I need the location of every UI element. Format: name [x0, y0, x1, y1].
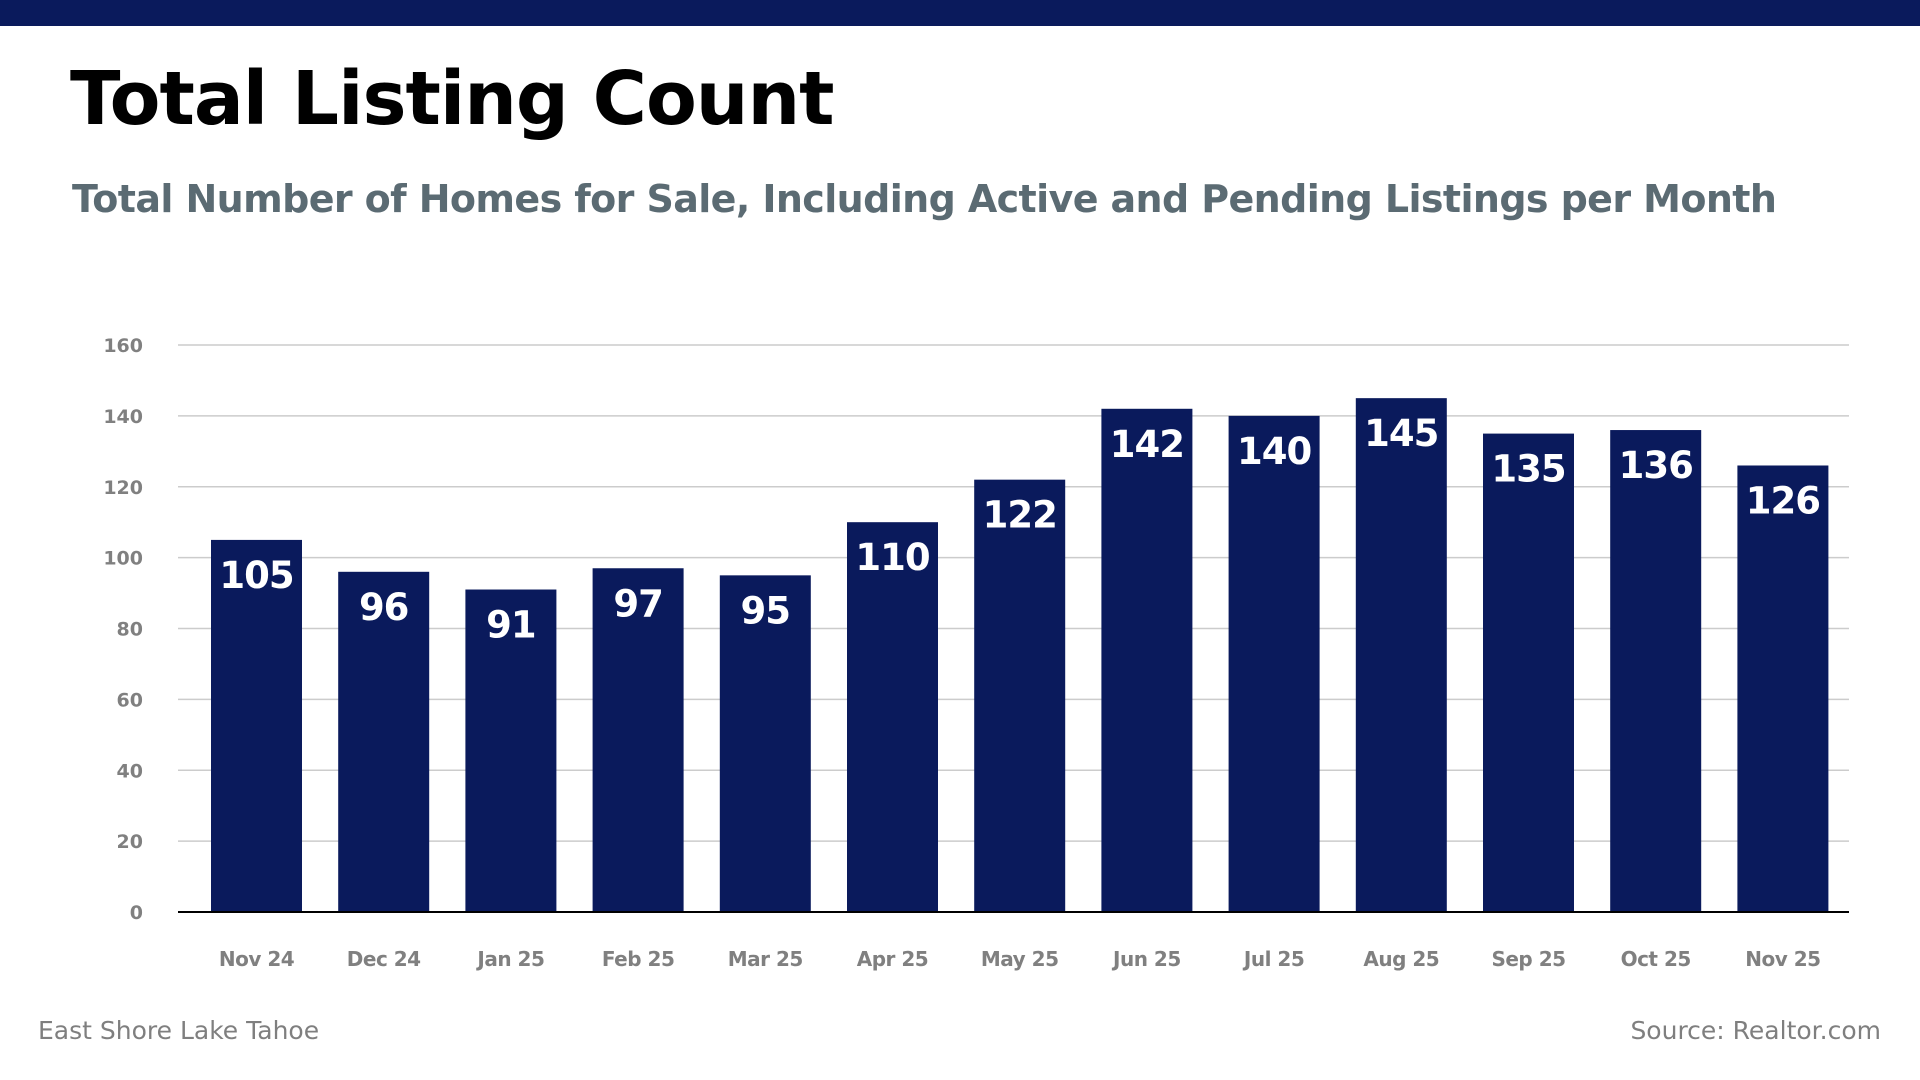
chart-title: Total Listing Count [70, 56, 835, 142]
bar [1355, 398, 1447, 912]
x-tick-label: Nov 24 [219, 947, 294, 971]
bar [1228, 415, 1320, 912]
x-tick-label: Feb 25 [602, 947, 675, 971]
x-axis-ticks: Nov 24 Dec 24 Jan 25 Feb 25 Mar 25 Apr 25 May … [219, 947, 1821, 971]
x-tick-label: Mar 25 [728, 947, 803, 971]
x-tick-label: Aug 25 [1363, 947, 1439, 971]
bars [211, 398, 1829, 912]
bar [1610, 430, 1702, 912]
x-tick-label: May 25 [981, 947, 1059, 971]
top-brand-band [0, 0, 1920, 26]
y-tick-label: 0 [130, 902, 143, 924]
bar [338, 571, 430, 912]
footer-region-label: East Shore Lake Tahoe [38, 1016, 320, 1045]
x-tick-label: Jun 25 [1111, 947, 1181, 971]
bar [974, 479, 1066, 912]
y-tick-label: 140 [103, 406, 143, 428]
bar [847, 522, 938, 912]
y-tick-label: 40 [117, 760, 143, 782]
bar-value-label: 140 [1237, 430, 1311, 473]
x-tick-label: Apr 25 [857, 947, 928, 971]
x-tick-label: Oct 25 [1621, 947, 1691, 971]
chart-subtitle: Total Number of Homes for Sale, Includin… [72, 177, 1777, 221]
x-tick-label: Dec 24 [347, 947, 421, 971]
bar [592, 568, 684, 912]
bar-value-label: 105 [219, 554, 293, 597]
x-tick-label: Jul 25 [1242, 947, 1304, 971]
bar-value-label: 110 [855, 536, 929, 579]
y-tick-label: 60 [117, 689, 143, 711]
y-tick-label: 100 [103, 548, 143, 570]
y-tick-label: 80 [117, 619, 143, 641]
data-labels: 105 96 91 97 95 110 122 142 140 145 135 136 126 [219, 412, 1821, 647]
x-tick-label: Jan 25 [475, 947, 544, 971]
bar-value-label: 96 [359, 586, 409, 629]
bar-value-label: 142 [1110, 423, 1184, 466]
bar-value-label: 91 [486, 604, 536, 647]
bar-value-label: 126 [1746, 479, 1820, 522]
bar [1483, 433, 1574, 912]
bar [719, 575, 811, 912]
footer-source-label: Source: Realtor.com [1630, 1016, 1881, 1045]
bar [1101, 408, 1193, 912]
bar-value-label: 95 [741, 589, 791, 632]
x-tick-label: Nov 25 [1745, 947, 1820, 971]
bar-value-label: 97 [613, 582, 663, 625]
y-axis-ticks: 0 20 40 60 80 100 120 140 160 [103, 335, 143, 924]
bar-value-label: 145 [1364, 412, 1438, 455]
bar-value-label: 136 [1619, 444, 1693, 487]
bar-value-label: 135 [1491, 448, 1565, 491]
y-tick-label: 160 [103, 335, 143, 357]
y-tick-label: 20 [117, 831, 143, 853]
bar-value-label: 122 [983, 494, 1057, 537]
bar [211, 539, 302, 912]
y-tick-label: 120 [103, 477, 143, 499]
x-tick-label: Sep 25 [1491, 947, 1565, 971]
bar [465, 589, 557, 912]
bar [1737, 465, 1829, 912]
